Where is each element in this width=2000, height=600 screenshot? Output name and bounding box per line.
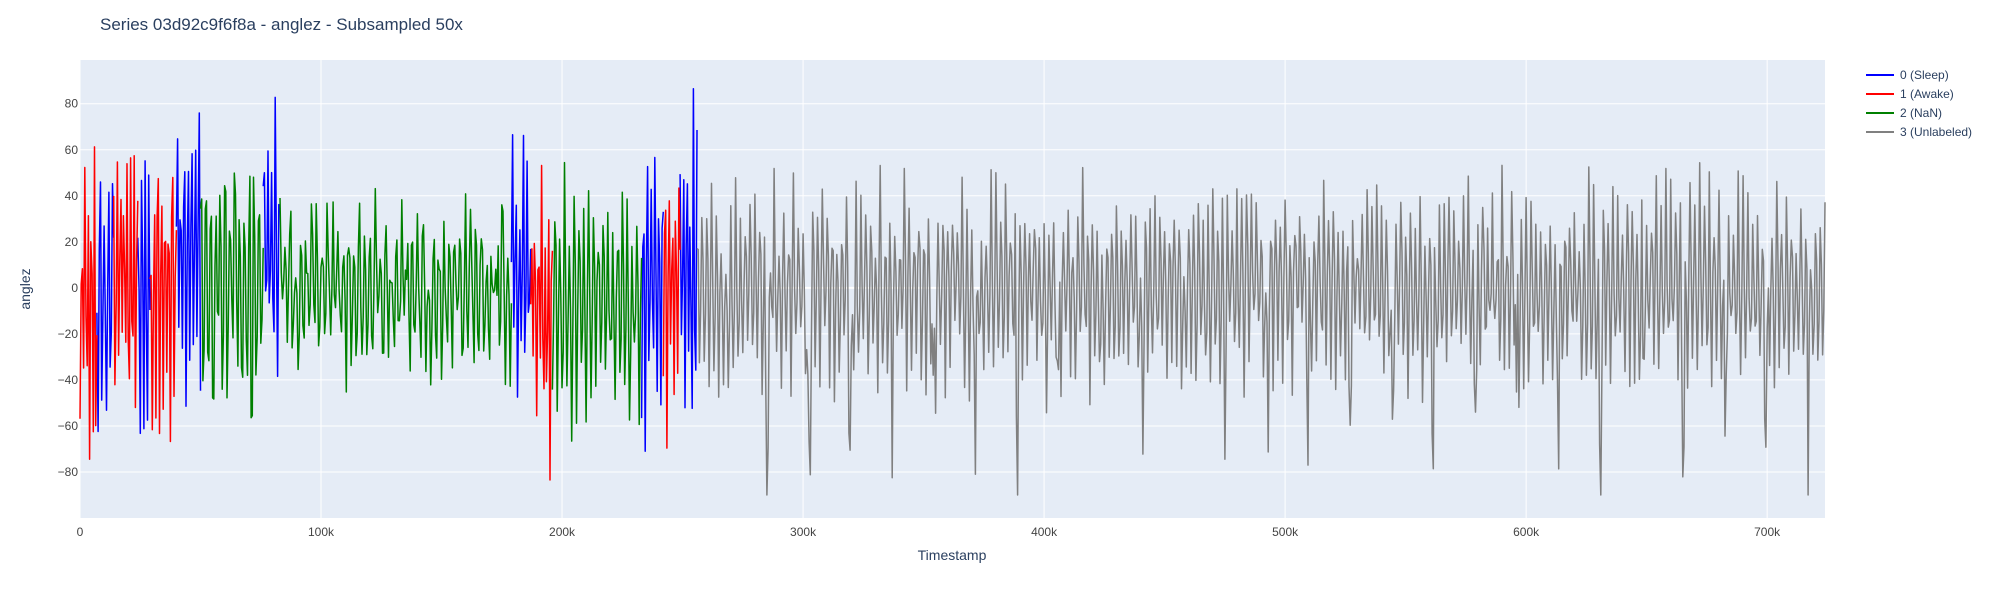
legend-label: 2 (NaN) [1900,106,1942,120]
series-lines [79,87,1826,496]
legend-item[interactable]: 0 (Sleep) [1866,68,1949,82]
series-line-segment [279,187,513,393]
x-tick-label: 200k [549,525,576,539]
y-tick-label: −60 [58,419,79,433]
x-tick-label: 100k [308,525,335,539]
series-line-segment [199,172,264,419]
chart-title: Series 03d92c9f6f8a - anglez - Subsample… [100,15,463,34]
y-tick-label: 20 [65,235,79,249]
legend-item[interactable]: 3 (Unlabeled) [1866,125,1972,139]
x-tick-label: 400k [1031,525,1058,539]
series-line-segment [112,154,139,409]
x-axis-ticks: 0 100k 200k 300k 400k 500k 600k 700k [77,525,1782,539]
legend-label: 0 (Sleep) [1900,68,1949,82]
series-line-segment [679,87,698,410]
x-tick-label: 300k [790,525,817,539]
y-tick-label: 0 [71,281,78,295]
series-line-segment [640,156,665,452]
y-axis-ticks: 80 60 40 20 0 −20 −40 −60 −80 [58,97,79,479]
series-line-segment [662,187,681,449]
y-tick-label: 60 [65,143,79,157]
x-tick-label: 0 [77,525,84,539]
legend-item[interactable]: 1 (Awake) [1866,87,1954,101]
y-tick-label: −80 [58,465,79,479]
x-tick-label: 500k [1272,525,1299,539]
legend-item[interactable]: 2 (NaN) [1866,106,1942,120]
y-tick-label: 80 [65,97,79,111]
series-line-segment [510,134,532,398]
legend-label: 1 (Awake) [1900,87,1954,101]
series-line-segment [696,161,1826,496]
x-tick-label: 700k [1754,525,1781,539]
series-line-segment [96,181,115,433]
series-line-segment [262,96,281,378]
series-line-segment [149,176,178,443]
series-line-segment [79,146,98,460]
y-tick-label: −40 [58,373,79,387]
series-line-segment [137,160,151,435]
y-tick-label: −20 [58,327,79,341]
legend[interactable]: 0 (Sleep) 1 (Awake) 2 (NaN) 3 (Unlabeled) [1866,68,1972,139]
legend-label: 3 (Unlabeled) [1900,125,1972,139]
x-axis-label: Timestamp [918,547,987,563]
series-line-segment [551,161,643,442]
y-axis-label: anglez [17,268,33,309]
x-tick-label: 600k [1513,525,1540,539]
series-line-segment [175,112,202,407]
series-line-segment [529,164,554,481]
y-tick-label: 40 [65,189,79,203]
